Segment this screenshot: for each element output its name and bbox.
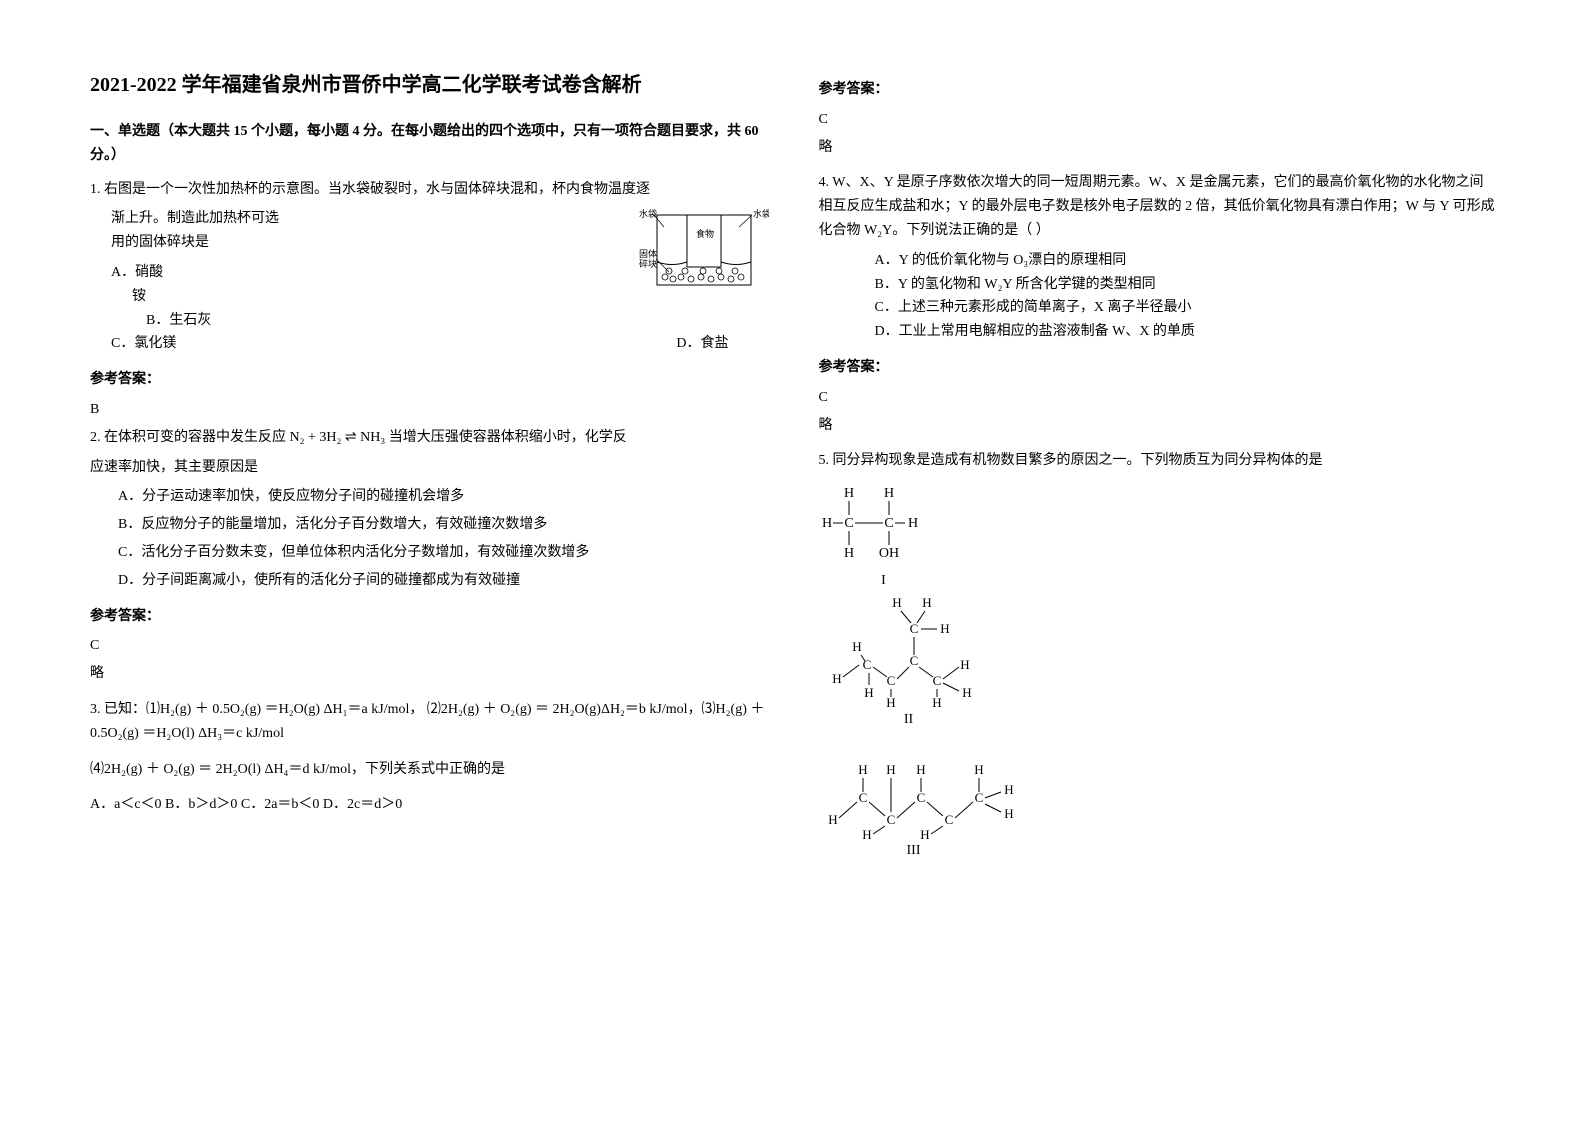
q2-optD: D．分子间距离减小，使所有的活化分子间的碰撞都成为有效碰撞 (90, 569, 769, 593)
svg-text:H: H (1004, 782, 1013, 797)
q1-answer: B (90, 398, 769, 422)
q2-optC: C．活化分子百分数未变，但单位体积内活化分子数增加，有效碰撞次数增多 (90, 541, 769, 565)
q1-stem-line2: 渐上升。制造此加热杯可选 (90, 207, 629, 231)
svg-text:H: H (858, 762, 867, 777)
svg-text:H: H (828, 812, 837, 827)
q5-stem: 5. 同分异构现象是造成有机物数目繁多的原因之一。下列物质互为同分异构体的是 (819, 449, 1498, 473)
q2-omit: 略 (90, 662, 769, 686)
svg-text:C: C (909, 653, 918, 668)
q3-opts: A．a＜c＜0 B．b＞d＞0 C．2a＝b＜0 D．2c＝d＞0 (90, 793, 769, 817)
svg-text:H: H (1004, 806, 1013, 821)
svg-text:H: H (907, 516, 917, 531)
svg-text:C: C (886, 812, 895, 827)
q4-answer-label: 参考答案： (819, 356, 1498, 380)
svg-text:H: H (821, 516, 831, 531)
q4-omit: 略 (819, 414, 1498, 438)
q4-optB: B．Y 的氢化物和 W₂Y 所含化学键的类型相同 (819, 273, 1498, 297)
q2-optA: A．分子运动速率加快，使反应物分子间的碰撞机会增多 (90, 485, 769, 509)
question-4: 4. W、X、Y 是原子序数依次增大的同一短周期元素。W、X 是金属元素，它们的… (819, 171, 1498, 344)
structure-3: H C H C H H C H C H C H H (819, 744, 1498, 863)
svg-text:C: C (886, 673, 895, 688)
q3-stem: 3. 已知：⑴H₂(g) ＋ 0.5O₂(g) ＝H₂O(g) ΔH₁＝a kJ… (90, 698, 769, 746)
svg-text:C: C (858, 790, 867, 805)
q4-optC: C．上述三种元素形成的简单离子，X 离子半径最小 (819, 296, 1498, 320)
svg-text:H: H (832, 671, 841, 686)
section1-header: 一、单选题（本大题共 15 个小题，每小题 4 分。在每小题给出的四个选项中，只… (90, 120, 769, 168)
q1-stem-line1: 1. 右图是一个一次性加热杯的示意图。当水袋破裂时，水与固体碎块混和，杯内食物温… (90, 178, 769, 202)
question-3: 3. 已知：⑴H₂(g) ＋ 0.5O₂(g) ＝H₂O(g) ΔH₁＝a kJ… (90, 698, 769, 817)
svg-text:C: C (932, 673, 941, 688)
structure-2: HH C H H H C C H C C H (819, 593, 1498, 732)
q3-stem2: ⑷2H₂(g) ＋ O₂(g) ＝ 2H₂O(l) ΔH₄＝d kJ/mol，下… (90, 758, 769, 782)
svg-text:H: H (864, 685, 873, 700)
q2-stem2: 应速率加快，其主要原因是 (90, 456, 769, 480)
q3-answer-label: 参考答案： (819, 78, 1498, 102)
svg-text:H: H (974, 762, 983, 777)
question-5: 5. 同分异构现象是造成有机物数目繁多的原因之一。下列物质互为同分异构体的是 H… (819, 449, 1498, 862)
svg-text:H: H (883, 486, 893, 501)
svg-text:H: H (843, 546, 853, 561)
svg-text:C: C (974, 790, 983, 805)
svg-text:C: C (909, 621, 918, 636)
svg-text:H: H (916, 762, 925, 777)
svg-text:H: H (922, 595, 931, 610)
q1-optB: B．生石灰 (90, 309, 629, 333)
svg-text:H: H (940, 621, 949, 636)
left-column: 2021-2022 学年福建省泉州市晋侨中学高二化学联考试卷含解析 一、单选题（… (90, 70, 794, 1082)
svg-text:C: C (844, 516, 853, 531)
q3-omit: 略 (819, 136, 1498, 160)
svg-text:H: H (920, 827, 929, 839)
structure-1: HH H C C H HOH I (819, 479, 1498, 593)
fig-label-waterbag-left: 水袋 (639, 208, 657, 219)
svg-text:H: H (962, 685, 971, 700)
question-1: 1. 右图是一个一次性加热杯的示意图。当水袋破裂时，水与固体碎块混和，杯内食物温… (90, 178, 769, 357)
q4-optD: D．工业上常用电解相应的盐溶液制备 W、X 的单质 (819, 320, 1498, 344)
fig-label-food: 食物 (696, 228, 714, 239)
q2-answer: C (90, 634, 769, 658)
svg-text:H: H (886, 695, 895, 708)
q1-optA-cont: 铵 (90, 285, 629, 309)
svg-text:H: H (862, 827, 871, 839)
fig-label-solid-2: 碎块 (639, 258, 657, 269)
q4-stem: 4. W、X、Y 是原子序数依次增大的同一短周期元素。W、X 是金属元素，它们的… (819, 171, 1498, 242)
svg-text:H: H (886, 762, 895, 777)
structure-3-label: III (819, 839, 1009, 863)
svg-text:C: C (884, 516, 893, 531)
q1-stem-line3: 用的固体碎块是 (90, 231, 629, 255)
svg-text:H: H (843, 486, 853, 501)
q2-answer-label: 参考答案： (90, 605, 769, 629)
question-2: 2. 在体积可变的容器中发生反应 N₂ + 3H₂ ⇌ NH₃ 当增大压强使容器… (90, 426, 769, 593)
q2-stem1: 2. 在体积可变的容器中发生反应 N₂ + 3H₂ ⇌ NH₃ 当增大压强使容器… (90, 426, 769, 450)
structure-1-label: I (819, 569, 949, 593)
q1-answer-label: 参考答案： (90, 368, 769, 392)
q1-optD: D．食盐 (676, 332, 728, 356)
right-column: 参考答案： C 略 4. W、X、Y 是原子序数依次增大的同一短周期元素。W、X… (794, 70, 1498, 1082)
svg-text:OH: OH (878, 546, 898, 561)
svg-text:H: H (960, 657, 969, 672)
q1-optA: A．硝酸 (90, 261, 629, 285)
heating-cup-figure: 水袋 水袋 食物 固体 碎块 (639, 207, 769, 297)
fig-label-solid-1: 固体 (639, 248, 657, 259)
svg-text:H: H (892, 595, 901, 610)
structure-2-label: II (819, 708, 999, 732)
svg-text:C: C (916, 790, 925, 805)
q4-optA: A．Y 的低价氧化物与 O₃漂白的原理相同 (819, 249, 1498, 273)
q2-optB: B．反应物分子的能量增加，活化分子百分数增大，有效碰撞次数增多 (90, 513, 769, 537)
svg-text:H: H (852, 639, 861, 654)
q1-optC: C．氯化镁 (90, 332, 176, 356)
svg-text:C: C (862, 657, 871, 672)
svg-text:H: H (932, 695, 941, 708)
svg-text:C: C (944, 812, 953, 827)
q4-answer: C (819, 386, 1498, 410)
fig-label-waterbag-right: 水袋 (753, 208, 769, 219)
exam-title: 2021-2022 学年福建省泉州市晋侨中学高二化学联考试卷含解析 (90, 70, 769, 100)
q3-answer: C (819, 108, 1498, 132)
